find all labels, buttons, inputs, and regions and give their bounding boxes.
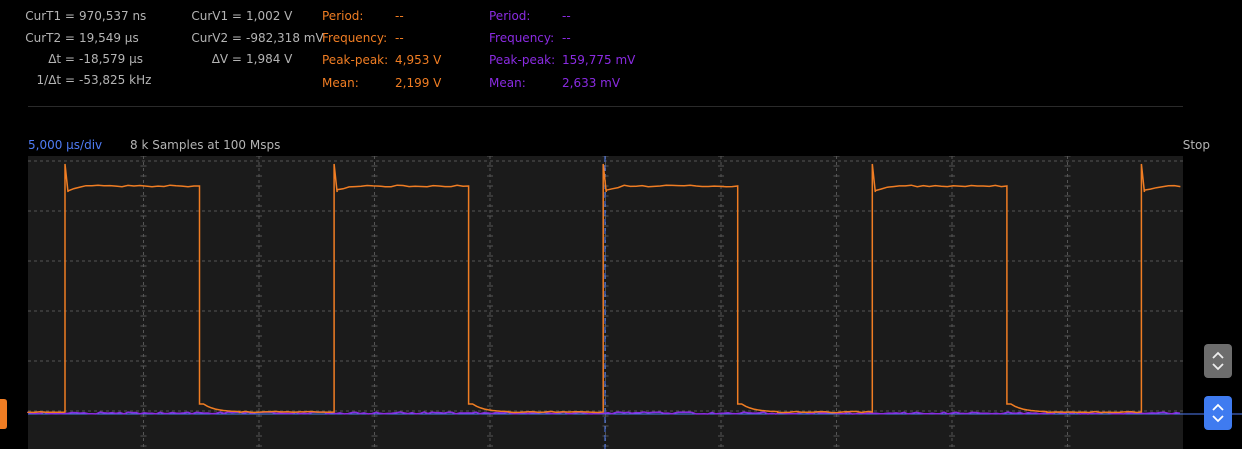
ch1-frequency-value: -- <box>395 31 404 45</box>
ch1-ground-marker-icon[interactable] <box>0 399 7 429</box>
delta-t-value: -18,579 µs <box>79 52 143 66</box>
chevron-up-down-icon <box>1211 401 1225 425</box>
delta-v-label: ΔV = <box>150 52 242 66</box>
ch1-period-label: Period: <box>322 9 363 23</box>
timebase-label[interactable]: 5,000 µs/div <box>28 138 102 152</box>
delta-v-value: 1,984 V <box>246 52 292 66</box>
ch1-peak-peak-value: 4,953 V <box>395 53 441 67</box>
curt1-value: 970,537 ns <box>79 9 146 23</box>
ch2-offset-scroll-button[interactable] <box>1204 396 1232 430</box>
delta-t-label: Δt = <box>0 52 75 66</box>
curv2-label: CurV2 = <box>150 31 242 45</box>
ch1-mean-label: Mean: <box>322 76 359 90</box>
ch2-peak-peak-label: Peak-peak: <box>489 53 555 67</box>
curv2-value: -982,318 mV <box>246 31 324 45</box>
ch1-peak-peak-label: Peak-peak: <box>322 53 388 67</box>
ch2-peak-peak-value: 159,775 mV <box>562 53 635 67</box>
curt1-label: CurT1 = <box>0 9 75 23</box>
header-divider <box>28 106 1183 107</box>
curv1-label: CurV1 = <box>150 9 242 23</box>
ch1-frequency-label: Frequency: <box>322 31 387 45</box>
inverse-delta-t-value: -53,825 kHz <box>79 73 151 87</box>
scope-display[interactable] <box>0 156 1242 449</box>
ch1-offset-scroll-button[interactable] <box>1204 344 1232 378</box>
ch2-mean-value: 2,633 mV <box>562 76 620 90</box>
run-state[interactable]: Stop <box>1183 138 1210 152</box>
inverse-delta-t-label: 1/Δt = <box>0 73 75 87</box>
ch1-period-value: -- <box>395 9 404 23</box>
curv1-value: 1,002 V <box>246 9 292 23</box>
ch2-frequency-value: -- <box>562 31 571 45</box>
ch2-period-label: Period: <box>489 9 530 23</box>
ch2-period-value: -- <box>562 9 571 23</box>
ch1-mean-value: 2,199 V <box>395 76 441 90</box>
ch2-mean-label: Mean: <box>489 76 526 90</box>
acquisition-info: 8 k Samples at 100 Msps <box>130 138 280 152</box>
curt2-label: CurT2 = <box>0 31 75 45</box>
curt2-value: 19,549 µs <box>79 31 139 45</box>
chevron-up-down-icon <box>1211 349 1225 373</box>
ch2-frequency-label: Frequency: <box>489 31 554 45</box>
